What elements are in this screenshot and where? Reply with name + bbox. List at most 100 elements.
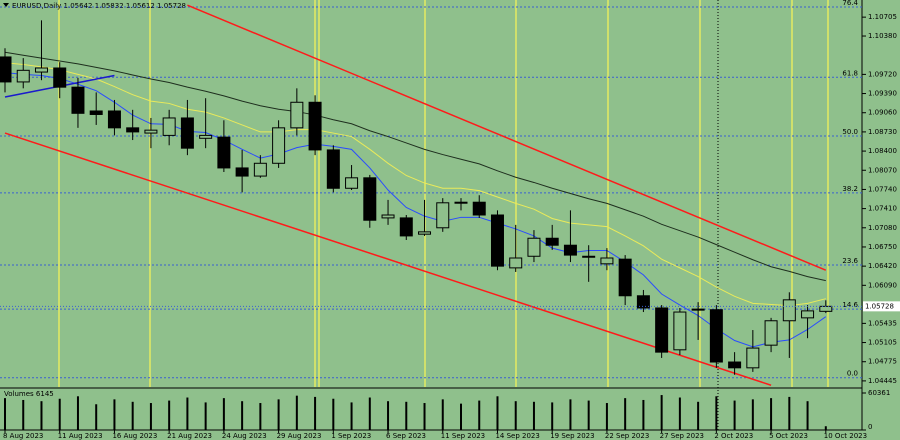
x-tick-label: 2 Oct 2023: [714, 432, 753, 440]
x-tick-label: 6 Sep 2023: [386, 432, 426, 440]
last-price-label: 1.05728: [865, 302, 894, 310]
candle-body: [345, 177, 359, 189]
candle-body: [89, 110, 103, 115]
y-tick-label: 1.05105: [868, 339, 897, 347]
candle-body: [545, 237, 559, 246]
candle-body: [253, 162, 267, 177]
volume-bar: [168, 400, 171, 430]
session-lines: [58, 0, 829, 387]
volume-bar: [733, 400, 736, 430]
volume-bar: [40, 401, 43, 430]
x-tick-label: 5 Oct 2023: [769, 432, 808, 440]
volume-bar: [715, 396, 718, 430]
fib-label: 76.4: [842, 0, 858, 7]
candle-body: [436, 202, 450, 229]
candle-body: [746, 347, 760, 369]
candle-body: [290, 101, 304, 129]
volume-bar: [678, 397, 681, 430]
volume-bar: [295, 395, 298, 430]
candle-body: [363, 177, 377, 221]
volume-bar: [368, 397, 371, 430]
candle-body: [618, 258, 632, 297]
volume-bar: [605, 403, 608, 430]
volume-bar: [478, 400, 481, 430]
y-tick-label: 1.05435: [868, 319, 897, 327]
candle-body: [34, 67, 48, 73]
volume-bar: [186, 397, 189, 430]
candle-body: [326, 149, 340, 189]
x-tick-label: 19 Sep 2023: [550, 432, 594, 440]
candle-body: [199, 134, 213, 139]
volume-bar: [441, 399, 444, 430]
y-tick-label: 1.10380: [868, 32, 897, 40]
y-tick-label: 1.06420: [868, 262, 897, 270]
x-tick-label: 16 Aug 2023: [112, 432, 157, 440]
volume-bar: [824, 426, 827, 430]
candle-body: [527, 237, 541, 257]
moving-average: [4, 51, 826, 282]
candle-body: [454, 201, 468, 204]
volume-bar: [95, 404, 98, 430]
y-tick-label: 1.08400: [868, 147, 897, 155]
candle-body: [728, 361, 742, 369]
volume-bar: [22, 399, 25, 430]
volume-bar: [131, 401, 134, 430]
candle-body: [162, 117, 176, 136]
candle-body: [764, 320, 778, 346]
y-tick-label: 1.04445: [868, 377, 897, 385]
candle-body: [272, 127, 286, 164]
volume-bar: [788, 396, 791, 430]
candle-body: [472, 201, 486, 216]
candle-body: [709, 309, 723, 363]
trendline: [187, 4, 827, 271]
y-tick-label: 1.07080: [868, 224, 897, 232]
candle-body: [801, 310, 815, 319]
volume-bar: [642, 399, 645, 430]
menu-triangle: [3, 3, 9, 7]
x-tick-label: 22 Sep 2023: [605, 432, 649, 440]
volume-bar: [387, 401, 390, 430]
moving-average: [4, 62, 826, 307]
candle-body: [691, 308, 705, 311]
x-tick-label: 11 Aug 2023: [58, 432, 103, 440]
candle-body: [563, 244, 577, 256]
fib-label: 23.6: [842, 257, 858, 265]
x-tick-label: 1 Sep 2023: [331, 432, 371, 440]
fib-label: 38.2: [842, 185, 858, 193]
candle-body: [819, 305, 833, 312]
candle-body: [126, 127, 140, 133]
candle-body: [418, 231, 432, 235]
volume-bar: [751, 399, 754, 430]
candle-body: [217, 136, 231, 169]
volume-bar: [624, 398, 627, 430]
candle-body: [509, 257, 523, 269]
y-tick-label: 1.08070: [868, 166, 897, 174]
volume-bar: [423, 403, 426, 430]
volume-bar: [587, 400, 590, 430]
fib-label: 0.0: [847, 370, 858, 378]
volume-bar: [149, 403, 152, 430]
candle-body: [490, 214, 504, 267]
candle-body: [673, 311, 687, 351]
x-tick-label: 24 Aug 2023: [222, 432, 267, 440]
volume-bar: [569, 399, 572, 430]
x-tick-label: 21 Aug 2023: [167, 432, 212, 440]
volume-bar: [697, 401, 700, 430]
candle-body: [53, 67, 67, 88]
last-price-box: [863, 301, 900, 312]
y-tick-label: 1.04775: [868, 358, 897, 366]
candle-body: [235, 167, 249, 177]
candle-body: [180, 117, 194, 149]
fib-label: 61.8: [842, 69, 858, 77]
y-tick-label: 1.06750: [868, 243, 897, 251]
candle-body: [636, 295, 650, 309]
volume-bar: [241, 401, 244, 430]
candle-body: [16, 69, 30, 83]
volume-bar: [460, 403, 462, 430]
candle-body: [0, 56, 12, 83]
volume-bar: [113, 399, 116, 430]
volume-bar: [514, 401, 517, 430]
chart-title: EURUSD,Daily 1.05642 1.05832 1.05612 1.0…: [12, 2, 186, 10]
volume-bar: [259, 403, 262, 430]
